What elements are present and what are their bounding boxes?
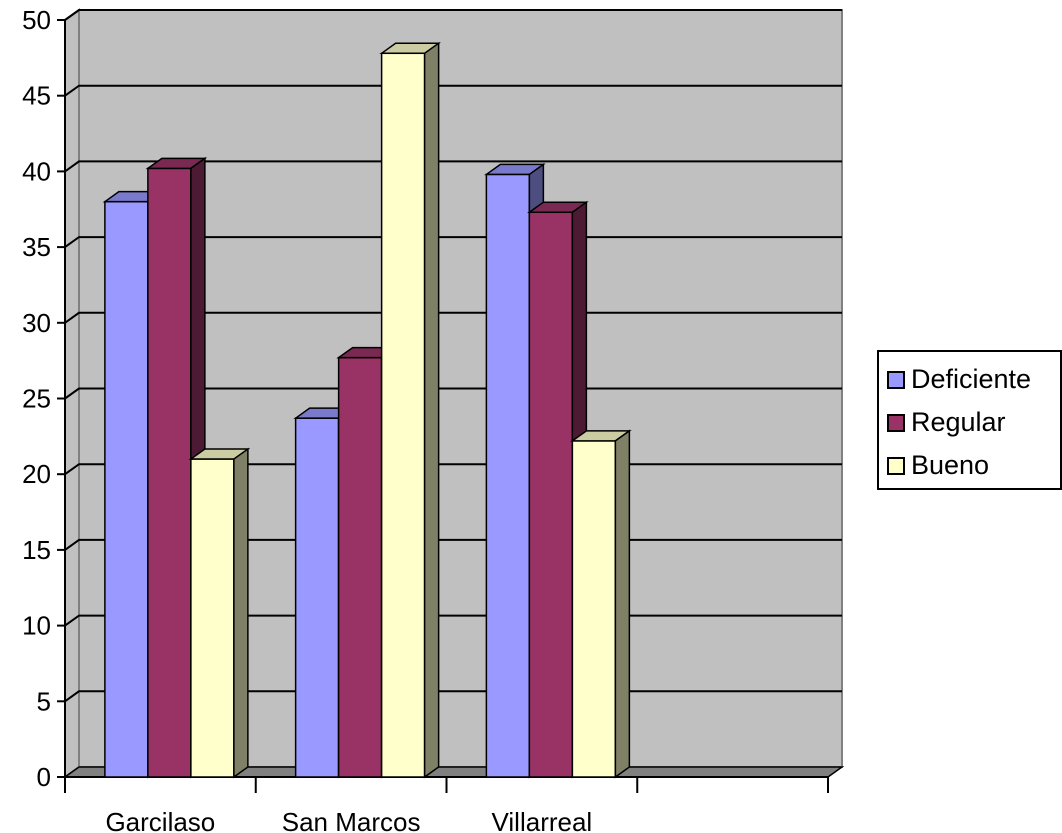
bar-front [147,167,192,778]
bar-side [423,41,440,779]
bar-front [104,200,149,778]
legend-swatch-bueno [887,456,905,475]
bar-front [294,417,340,778]
bars [102,41,632,779]
y-tick-label-30: 30 [22,308,51,338]
bar-bueno-villarreal [570,429,632,779]
gridline-40 [64,160,842,173]
legend-label-deficiente: Deficiente [911,364,1032,394]
bar-front [571,440,617,778]
bar-side [233,447,249,779]
gridline-50 [64,9,842,21]
gridline-30 [64,311,842,324]
bar-front [528,211,574,778]
y-tick-label-20: 20 [22,459,51,489]
bar-front [337,356,383,778]
y-tick-label-45: 45 [22,81,51,111]
x-tick-label-san-marcos: San Marcos [282,807,421,833]
legend-swatch-deficiente [887,370,905,389]
bar-bueno-san-marcos [379,41,441,779]
y-tick-label-0: 0 [37,762,51,792]
bar-bueno-garcilaso [188,447,251,779]
legend-item-regular: Regular [887,401,1060,444]
y-axis-tick-labels: 0 5 10 15 20 25 30 35 40 45 50 [22,5,51,792]
bar-front [190,458,235,778]
gridline-25 [64,387,842,400]
legend-label-regular: Regular [911,407,1006,437]
y-tick-label-35: 35 [22,232,51,262]
y-tick-label-50: 50 [22,5,51,35]
x-tick-label-garcilaso: Garcilaso [105,807,215,833]
legend-item-bueno: Bueno [887,444,1060,487]
bar-side [614,429,631,779]
x-axis-tick-labels: Garcilaso San Marcos Villarreal [105,807,592,833]
legend: Deficiente Regular Bueno [877,350,1062,490]
x-tick-label-villarreal: Villarreal [492,807,593,833]
y-tick-label-10: 10 [22,611,51,641]
gridlines [64,9,842,703]
y-tick-label-5: 5 [37,686,51,716]
legend-swatch-regular [887,413,905,432]
y-tick-label-40: 40 [22,156,51,186]
legend-label-bueno: Bueno [911,450,990,480]
gridline-35 [64,236,842,248]
y-tick-label-25: 25 [22,384,51,414]
gridline-45 [64,84,842,97]
bar-front [485,173,531,778]
y-tick-label-15: 15 [22,535,51,565]
bar-front [380,52,426,778]
legend-item-deficiente: Deficiente [887,358,1060,401]
